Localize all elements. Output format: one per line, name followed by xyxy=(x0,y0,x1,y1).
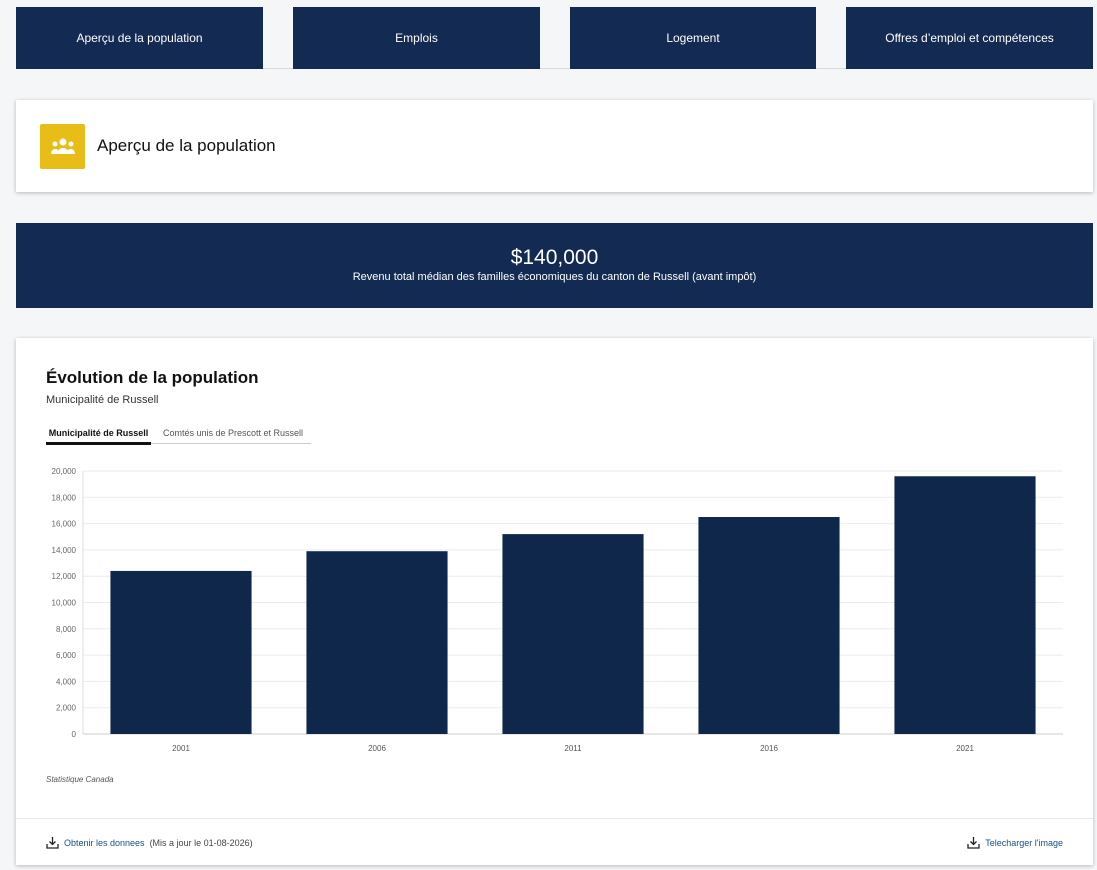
download-icon xyxy=(967,837,980,849)
bar-chart: 0 2,000 4,000 6,000 8,000 10,000 12,000 14,000 1… xyxy=(52,467,1063,753)
y-tick-label: 20,000 xyxy=(52,467,77,476)
chart-subtitle: Municipalité de Russell xyxy=(46,394,159,406)
nav-divider xyxy=(16,68,1093,69)
bar-2001 xyxy=(110,570,252,734)
section-header: Aperçu de la population xyxy=(16,100,1093,192)
download-image-link[interactable]: Telecharger l'image xyxy=(985,838,1063,848)
x-tick-label: 2001 xyxy=(172,744,190,753)
bar-2016 xyxy=(698,517,840,734)
income-banner: $140,000 Revenu total médian des famille… xyxy=(16,223,1093,308)
x-tick-label: 2011 xyxy=(564,744,582,753)
y-tick-label: 6,000 xyxy=(56,651,77,660)
bar-2006 xyxy=(306,551,448,734)
income-value: $140,000 xyxy=(510,246,599,269)
tab-municipalite-russell[interactable]: Municipalité de Russell xyxy=(46,428,151,445)
chart-footer: Obtenir les donnees (Mis a jour le 01-08… xyxy=(16,818,1093,865)
people-group-icon xyxy=(40,124,85,169)
y-tick-label: 10,000 xyxy=(52,599,77,608)
bar-2021 xyxy=(894,476,1036,734)
chart-tabs: Municipalité de Russell Comtés unis de P… xyxy=(46,424,311,445)
population-chart-card: Évolution de la population Municipalité … xyxy=(16,338,1093,865)
y-tick-label: 14,000 xyxy=(52,546,77,555)
y-tick-label: 4,000 xyxy=(56,677,77,686)
download-icon xyxy=(46,837,59,849)
nav-tab-emplois[interactable]: Emplois xyxy=(293,7,540,69)
y-tick-label: 2,000 xyxy=(56,704,77,713)
y-tick-label: 18,000 xyxy=(52,493,77,502)
chart-title: Évolution de la population xyxy=(46,368,259,387)
x-tick-label: 2016 xyxy=(760,744,778,753)
y-tick-label: 16,000 xyxy=(52,520,77,529)
nav-tab-population[interactable]: Aperçu de la population xyxy=(16,7,263,69)
income-label: Revenu total médian des familles économi… xyxy=(352,271,757,283)
y-tick-label: 0 xyxy=(72,730,77,739)
y-tick-label: 12,000 xyxy=(52,572,77,581)
y-tick-label: 8,000 xyxy=(56,625,77,634)
updated-date: (Mis a jour le 01-08-2026) xyxy=(149,838,253,848)
get-data-link[interactable]: Obtenir les donnees xyxy=(64,838,145,848)
x-tick-label: 2006 xyxy=(368,744,386,753)
x-tick-label: 2021 xyxy=(956,744,974,753)
nav-tab-logement[interactable]: Logement xyxy=(570,7,816,69)
bar-2011 xyxy=(502,534,644,734)
nav-tab-offres[interactable]: Offres d’emploi et compétences xyxy=(846,7,1093,69)
section-title: Aperçu de la population xyxy=(97,136,276,155)
tab-prescott-russell[interactable]: Comtés unis de Prescott et Russell xyxy=(163,428,304,438)
chart-source: Statistique Canada xyxy=(46,775,114,784)
